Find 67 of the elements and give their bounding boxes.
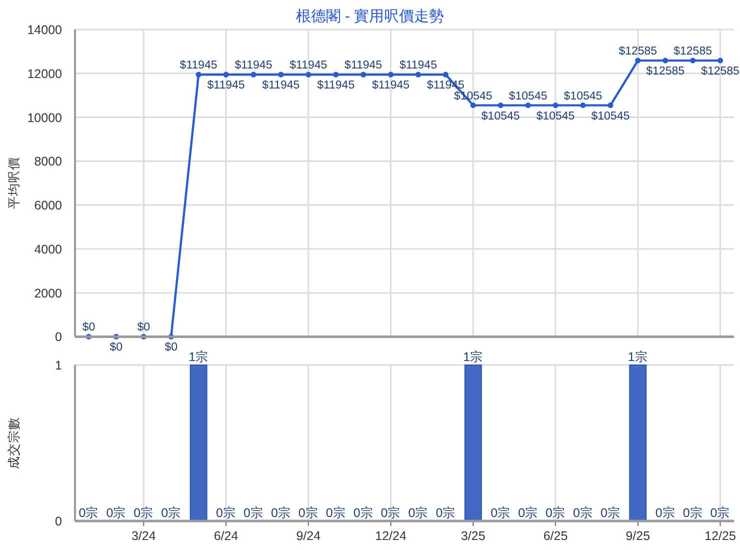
data-label: 0宗 [326,505,346,520]
y-tick-label: 4000 [34,242,62,256]
data-label: 0宗 [518,505,538,520]
data-label: 0宗 [408,505,428,520]
x-tick-label: 12/25 [704,529,736,543]
data-label: $11945 [317,80,355,92]
data-label: $11945 [234,60,272,72]
y-tick-label: 12000 [27,66,62,81]
data-label: 0宗 [244,505,264,520]
x-tick-label: 9/25 [626,529,650,543]
y-tick-label: 0 [55,330,62,344]
data-label: 0宗 [490,505,511,520]
data-label: $10545 [591,110,630,122]
data-label: 0宗 [134,505,154,520]
x-tick-label: 3/24 [131,529,156,543]
data-label: $11945 [207,80,245,92]
data-label: 0宗 [573,505,593,520]
y-axis-title: 成交宗數 [6,417,21,469]
data-label: 0宗 [710,505,730,520]
data-label: 0宗 [600,505,620,520]
x-tick-label: 9/24 [296,529,321,543]
data-label: $11945 [180,60,218,72]
data-label: 1宗 [188,349,209,364]
data-label: $12585 [701,66,740,78]
data-label: $11945 [290,60,328,72]
data-label: $11945 [344,60,382,72]
data-label: 0宗 [106,505,126,520]
x-tick-label: 6/25 [543,529,568,543]
y-tick-label: 2000 [34,286,62,300]
chart-title: 根德閣 - 實用呎價走勢 [296,8,444,25]
data-label: $0 [137,322,150,334]
data-label: $12585 [618,46,658,58]
data-label: $11945 [399,60,437,72]
data-label: 0宗 [380,505,401,520]
data-label: 0宗 [298,505,318,520]
data-label: $12585 [674,46,712,58]
y-axis-title: 平均呎價 [7,157,21,210]
data-label: 1宗 [463,349,484,364]
data-label: 0宗 [216,505,236,520]
y-tick-label: 14000 [27,23,62,37]
y-tick-label: 0 [55,514,62,528]
data-label: 0宗 [78,505,99,520]
data-label: 0宗 [546,505,566,520]
data-label: $0 [82,322,96,334]
data-label: 0宗 [270,505,291,520]
data-label: $11945 [372,80,410,92]
data-label: $10545 [564,90,602,102]
data-label: 0宗 [655,505,676,520]
y-tick-label: 8000 [34,154,62,169]
x-tick-label: 3/25 [460,529,486,543]
data-label: 1宗 [628,349,648,364]
y-tick-label: 10000 [27,110,62,125]
data-label: $0 [110,342,123,354]
data-label: $0 [164,342,178,354]
data-label: $11945 [262,80,300,92]
data-label: $10545 [508,90,548,102]
data-label: 0宗 [682,505,703,520]
data-label: $10545 [536,110,575,122]
data-label: $10545 [481,110,520,122]
x-tick-label: 6/24 [214,529,238,543]
data-label: 0宗 [161,505,182,520]
y-tick-label: 1 [55,358,62,372]
y-tick-label: 6000 [34,198,62,213]
data-label: 0宗 [436,505,456,520]
data-label: 0宗 [353,505,374,520]
data-label: $12585 [646,66,685,78]
x-tick-label: 12/24 [375,529,406,543]
